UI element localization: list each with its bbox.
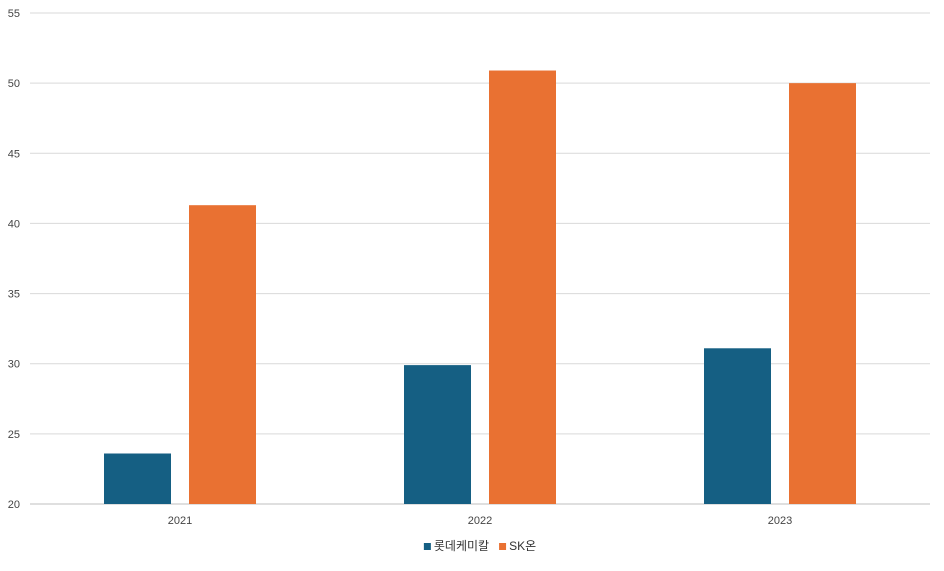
bar-0-2023 [704, 348, 771, 504]
y-tick-label: 40 [8, 218, 20, 230]
y-tick-label: 20 [8, 499, 20, 511]
legend-item-1: SK온 [499, 539, 536, 553]
y-tick-label: 35 [8, 289, 20, 301]
gridlines [30, 12, 930, 505]
x-axis-ticks: 2021 2022 2023 [168, 515, 792, 527]
bars [104, 70, 856, 505]
y-tick-label: 30 [8, 359, 20, 371]
x-tick-label: 2021 [168, 515, 192, 527]
legend-label: 롯데케미칼 [434, 539, 489, 553]
y-axis-ticks: 20 25 30 35 40 45 50 55 [8, 8, 20, 511]
bar-1-2022 [489, 70, 556, 504]
y-tick-label: 45 [8, 148, 20, 160]
bar-1-2023 [789, 83, 856, 505]
y-tick-label: 25 [8, 429, 20, 441]
legend: 롯데케미칼 SK온 [423, 539, 536, 553]
y-tick-label: 55 [8, 8, 20, 20]
legend-swatch [423, 543, 431, 550]
x-tick-label: 2023 [768, 515, 792, 527]
bar-0-2021 [104, 453, 171, 504]
bar-1-2021 [189, 205, 256, 505]
legend-swatch [499, 543, 507, 550]
bar-0-2022 [404, 365, 471, 504]
y-tick-label: 50 [8, 78, 20, 90]
x-tick-label: 2022 [468, 515, 492, 527]
legend-label: SK온 [509, 539, 536, 553]
legend-item-0: 롯데케미칼 [423, 539, 489, 553]
